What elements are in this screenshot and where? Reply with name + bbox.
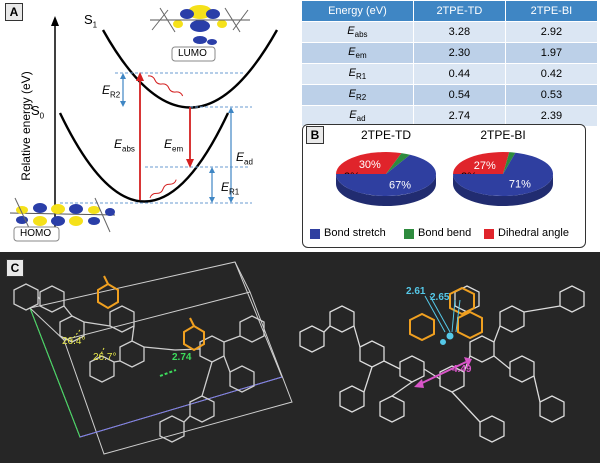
td-value: 2.74 xyxy=(413,105,506,126)
table-row: Eem 2.30 1.97 xyxy=(302,42,599,64)
e-r1-label: ER1 xyxy=(221,180,240,197)
bi-value: 0.42 xyxy=(505,63,599,85)
energy-table: Energy (eV) 2TPE-TD 2TPE-BI Eabs 3.28 2.… xyxy=(302,1,599,126)
pie-slice-dihedral-angle xyxy=(453,152,510,174)
pie-label-bond-stretch: 71% xyxy=(509,179,531,191)
homo-label: HOMO xyxy=(20,228,52,239)
panel-c-tag: C xyxy=(6,259,24,277)
td-value: 0.44 xyxy=(413,63,506,85)
td-value: 0.54 xyxy=(413,84,506,106)
e-r2-label: ER2 xyxy=(102,83,121,100)
table-row: ER2 0.54 0.53 xyxy=(302,84,599,106)
panel-a-tag: A xyxy=(5,3,23,21)
distance-label-magenta: 4.49 xyxy=(452,364,472,375)
pie-label-bond-stretch: 67% xyxy=(389,179,411,191)
left-molecules xyxy=(13,283,265,443)
pie-slice-bond-stretch xyxy=(453,152,553,196)
homo-label-box xyxy=(13,226,60,242)
table-row: ER1 0.44 0.42 xyxy=(302,63,599,85)
s0-label: S0 xyxy=(31,103,45,121)
pie-title-td: 2TPE-TD xyxy=(360,128,411,142)
lumo-label-box xyxy=(171,46,216,62)
left-measurement-guides xyxy=(69,329,177,377)
pie-slice-bond-bend xyxy=(386,153,411,174)
row-symbol: Eabs xyxy=(302,21,414,43)
pie-slice-bond-stretch xyxy=(336,154,436,196)
y-axis-arrowhead xyxy=(51,16,59,26)
lumo-orbital-image xyxy=(150,5,250,45)
td-value: 2.30 xyxy=(413,42,506,64)
td-header: 2TPE-TD xyxy=(413,1,506,22)
y-axis-label: Relative energy (eV) xyxy=(19,71,33,181)
s0-relaxation-wave xyxy=(149,179,177,199)
pie-label-dihedral-angle: 27% xyxy=(474,160,496,172)
row-symbol: Ead xyxy=(302,105,414,126)
angle-label-2: 26.7° xyxy=(93,352,117,363)
bi-header: 2TPE-BI xyxy=(505,1,599,22)
legend-label-dihedral-angle: Dihedral angle xyxy=(498,227,569,239)
pie-legend: Bond stretch Bond bend Dihedral angle xyxy=(310,226,586,242)
right-highlight-fragments xyxy=(409,286,483,342)
bi-value: 2.39 xyxy=(505,105,599,126)
table-row: Eabs 3.28 2.92 xyxy=(302,21,599,43)
legend-swatch-bond-stretch xyxy=(310,229,320,239)
right-magenta-arrow xyxy=(414,357,472,388)
s0-curve xyxy=(58,112,230,203)
bi-value: 0.53 xyxy=(505,84,599,106)
energy-table-header: Energy (eV) 2TPE-TD 2TPE-BI xyxy=(302,1,599,22)
e-ad-label: Ead xyxy=(236,150,253,167)
legend-label-bond-stretch: Bond stretch xyxy=(324,227,386,239)
energy-diagram xyxy=(9,5,279,242)
legend-swatch-dihedral-angle xyxy=(484,229,494,239)
pie-title-bi: 2TPE-BI xyxy=(480,128,526,142)
distance-label-cyan-2: 2.65 xyxy=(430,292,450,303)
row-symbol: ER2 xyxy=(302,84,414,106)
panel-b-tag: B xyxy=(306,126,324,144)
bi-value: 1.97 xyxy=(505,42,599,64)
row-symbol: Eem xyxy=(302,42,414,64)
legend-label-bond-bend: Bond bend xyxy=(418,227,472,239)
left-highlight-fragments xyxy=(97,275,205,352)
pie-slice-bond-bend xyxy=(503,152,516,174)
homo-orbital-image xyxy=(9,197,116,233)
pie-slice-dihedral-angle xyxy=(336,152,402,174)
s1-curve xyxy=(101,29,279,109)
e-abs-label: Eabs xyxy=(114,137,135,154)
legend-swatch-bond-bend xyxy=(404,229,414,239)
table-row: Ead 2.74 2.39 xyxy=(302,105,599,126)
s1-relaxation-wave xyxy=(147,75,184,97)
s1-label: S1 xyxy=(84,12,98,30)
pie-side xyxy=(453,174,553,206)
td-value: 3.28 xyxy=(413,21,506,43)
pie-charts: 30%3%67%27%2%71% xyxy=(336,152,553,206)
energy-header: Energy (eV) xyxy=(302,1,414,22)
right-molecules xyxy=(299,285,585,443)
unit-cell-box xyxy=(29,261,293,455)
distance-label-cyan-1: 2.61 xyxy=(406,286,426,297)
lumo-label: LUMO xyxy=(178,48,207,59)
row-symbol: ER1 xyxy=(302,63,414,85)
pie-side xyxy=(336,174,436,206)
crystal-packing-image xyxy=(13,261,585,455)
pie-label-dihedral-angle: 30% xyxy=(359,159,381,171)
bi-value: 2.92 xyxy=(505,21,599,43)
e-em-label: Eem xyxy=(164,137,184,154)
distance-label-green: 2.74 xyxy=(172,352,192,363)
right-cyan-contacts xyxy=(424,295,461,345)
angle-label-1: 26.4° xyxy=(62,336,86,347)
